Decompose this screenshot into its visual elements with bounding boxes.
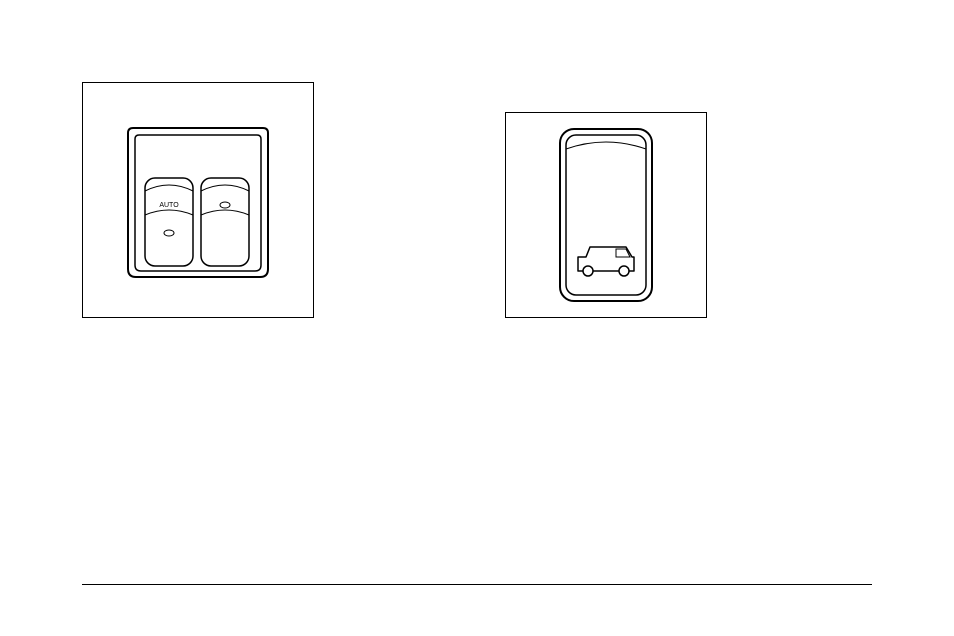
rocker-top-arc (566, 142, 646, 149)
auto-label: AUTO (159, 202, 179, 209)
horizontal-rule (82, 584, 872, 585)
right-rocker-switch (201, 178, 249, 266)
vehicle-rocker-svg (506, 113, 706, 317)
vehicle-icon (578, 247, 634, 276)
outer-bezel (560, 129, 652, 301)
figure-window-switch-panel: AUTO (82, 82, 314, 318)
left-rocker-switch: AUTO (145, 178, 193, 266)
figure-vehicle-rocker (505, 112, 707, 318)
bezel-inner (135, 135, 261, 271)
window-switch-svg: AUTO (83, 83, 313, 317)
bezel-outer (128, 128, 268, 277)
